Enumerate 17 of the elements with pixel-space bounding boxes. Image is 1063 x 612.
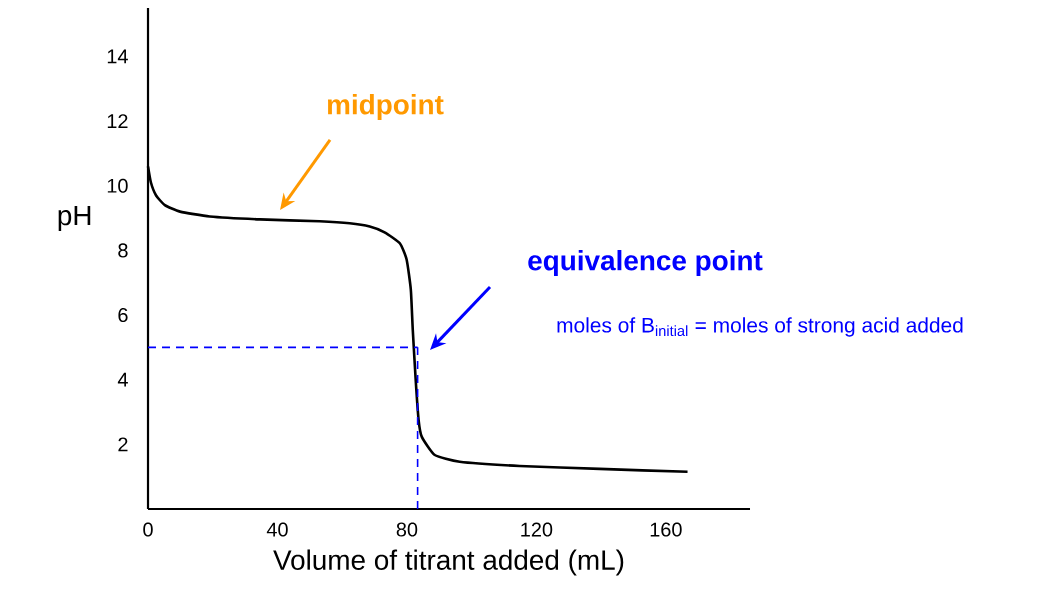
y-tick-label: 14 [107,49,128,64]
y-axis-title: pH [58,205,91,231]
annotation: moles of B$_{initial}$ = moles of strong acid added [557,317,963,337]
y-tick-label: 10 [107,178,128,193]
y-tick-label: 8 [118,243,128,258]
y-tick-label: 4 [117,372,128,387]
x-tick-label: 160 [650,522,682,537]
y-tick-label: 2 [118,437,128,452]
annotation: equivalence point [528,250,763,276]
x-tick-label: 40 [266,522,288,537]
x-tick-label: 120 [521,522,553,537]
x-tick-label: 80 [396,522,418,537]
x-axis-title: Volume of titrant added (mL) [273,549,624,576]
annotation: midpoint [327,94,444,120]
y-tick-label: 12 [107,114,128,129]
x-tick-label: 0 [143,522,153,537]
y-tick-label: 6 [118,308,128,323]
